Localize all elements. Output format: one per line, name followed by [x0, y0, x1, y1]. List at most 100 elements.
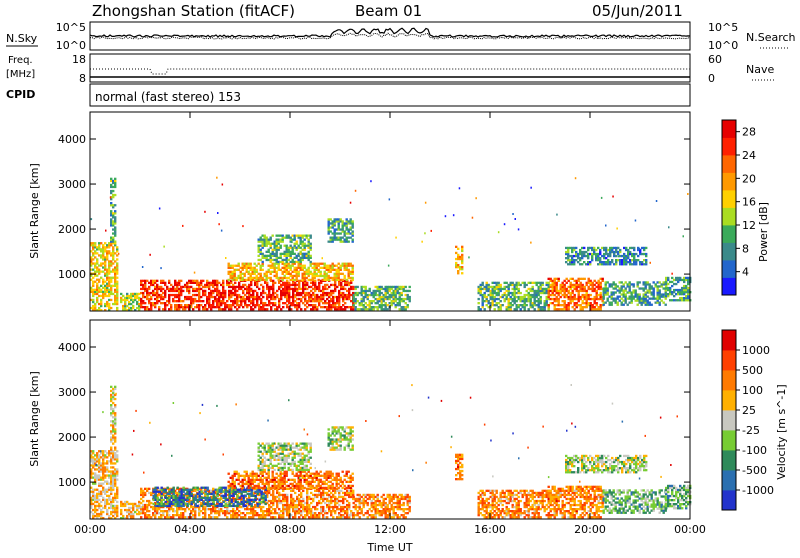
data-cell	[306, 490, 308, 492]
data-cell	[300, 298, 302, 300]
data-cell	[180, 280, 182, 282]
data-cell	[613, 293, 615, 295]
data-cell	[290, 273, 292, 275]
data-cell	[114, 235, 116, 237]
data-cell	[647, 281, 649, 283]
data-cell	[534, 308, 536, 310]
data-cell	[242, 225, 244, 227]
data-cell	[106, 256, 108, 258]
data-cell	[228, 284, 230, 286]
colorbar-swatch	[722, 155, 736, 173]
data-cell	[204, 514, 206, 516]
data-cell	[318, 286, 320, 288]
data-cell	[148, 300, 150, 302]
data-cell	[332, 298, 334, 300]
data-cell	[635, 253, 637, 255]
data-cell	[112, 489, 114, 491]
data-cell	[524, 302, 526, 304]
data-cell	[146, 506, 148, 508]
data-cell	[120, 501, 122, 503]
data-cell	[148, 500, 150, 502]
data-cell	[300, 300, 302, 302]
data-cell	[100, 495, 102, 497]
data-cell	[524, 306, 526, 308]
data-cell	[556, 214, 558, 216]
data-cell	[579, 249, 581, 251]
data-cell	[304, 304, 306, 306]
data-cell	[216, 284, 218, 286]
data-cell	[603, 304, 605, 306]
data-cell	[112, 224, 114, 226]
data-cell	[104, 477, 106, 479]
data-cell	[168, 302, 170, 304]
data-cell	[206, 280, 208, 282]
data-cell	[288, 271, 290, 273]
noise-left-tick-bottom: 10^0	[56, 39, 86, 52]
data-cell	[350, 218, 352, 220]
data-cell	[270, 506, 272, 508]
data-cell	[116, 262, 118, 264]
data-cell	[338, 275, 340, 277]
data-cell	[590, 294, 592, 296]
data-cell	[148, 488, 150, 490]
data-cell	[270, 257, 272, 259]
data-cell	[116, 271, 118, 273]
data-cell	[306, 502, 308, 504]
data-cell	[308, 239, 310, 241]
data-cell	[104, 293, 106, 295]
data-cell	[162, 514, 164, 516]
data-cell	[367, 296, 369, 298]
data-cell	[302, 259, 304, 261]
data-cell	[248, 292, 250, 294]
data-cell	[306, 237, 308, 239]
data-cell	[322, 490, 324, 492]
data-cell	[268, 300, 270, 302]
data-cell	[388, 265, 390, 267]
data-cell	[344, 275, 346, 277]
data-cell	[653, 287, 655, 289]
data-cell	[290, 237, 292, 239]
colorbar-tick-label: 24	[742, 149, 756, 162]
data-cell	[112, 466, 114, 468]
data-cell	[562, 282, 564, 284]
data-cell	[142, 496, 144, 498]
data-cell	[298, 306, 300, 308]
data-cell	[238, 294, 240, 296]
data-cell	[330, 514, 332, 516]
data-cell	[260, 300, 262, 302]
data-cell	[510, 302, 512, 304]
data-cell	[288, 510, 290, 512]
data-cell	[156, 292, 158, 294]
data-cell	[532, 306, 534, 308]
data-cell	[170, 284, 172, 286]
data-cell	[320, 502, 322, 504]
data-cell	[645, 285, 647, 287]
data-cell	[110, 287, 112, 289]
data-cell	[310, 508, 312, 510]
data-cell	[594, 280, 596, 282]
data-cell	[568, 280, 570, 282]
data-cell	[338, 271, 340, 273]
data-cell	[326, 288, 328, 290]
data-cell	[100, 515, 102, 517]
data-cell	[298, 284, 300, 286]
data-cell	[564, 286, 566, 288]
data-cell	[328, 275, 330, 277]
data-cell	[146, 490, 148, 492]
data-cell	[146, 306, 148, 308]
data-cell	[352, 241, 354, 243]
data-cell	[310, 271, 312, 273]
data-cell	[124, 303, 126, 305]
data-cell	[554, 306, 556, 308]
data-cell	[252, 302, 254, 304]
data-cell	[599, 253, 601, 255]
data-cell	[310, 249, 312, 251]
data-cell	[623, 285, 625, 287]
data-cell	[260, 237, 262, 239]
data-cell	[338, 302, 340, 304]
data-cell	[508, 300, 510, 302]
data-cell	[192, 308, 194, 310]
data-cell	[577, 261, 579, 263]
data-cell	[272, 251, 274, 253]
data-cell	[310, 265, 312, 267]
